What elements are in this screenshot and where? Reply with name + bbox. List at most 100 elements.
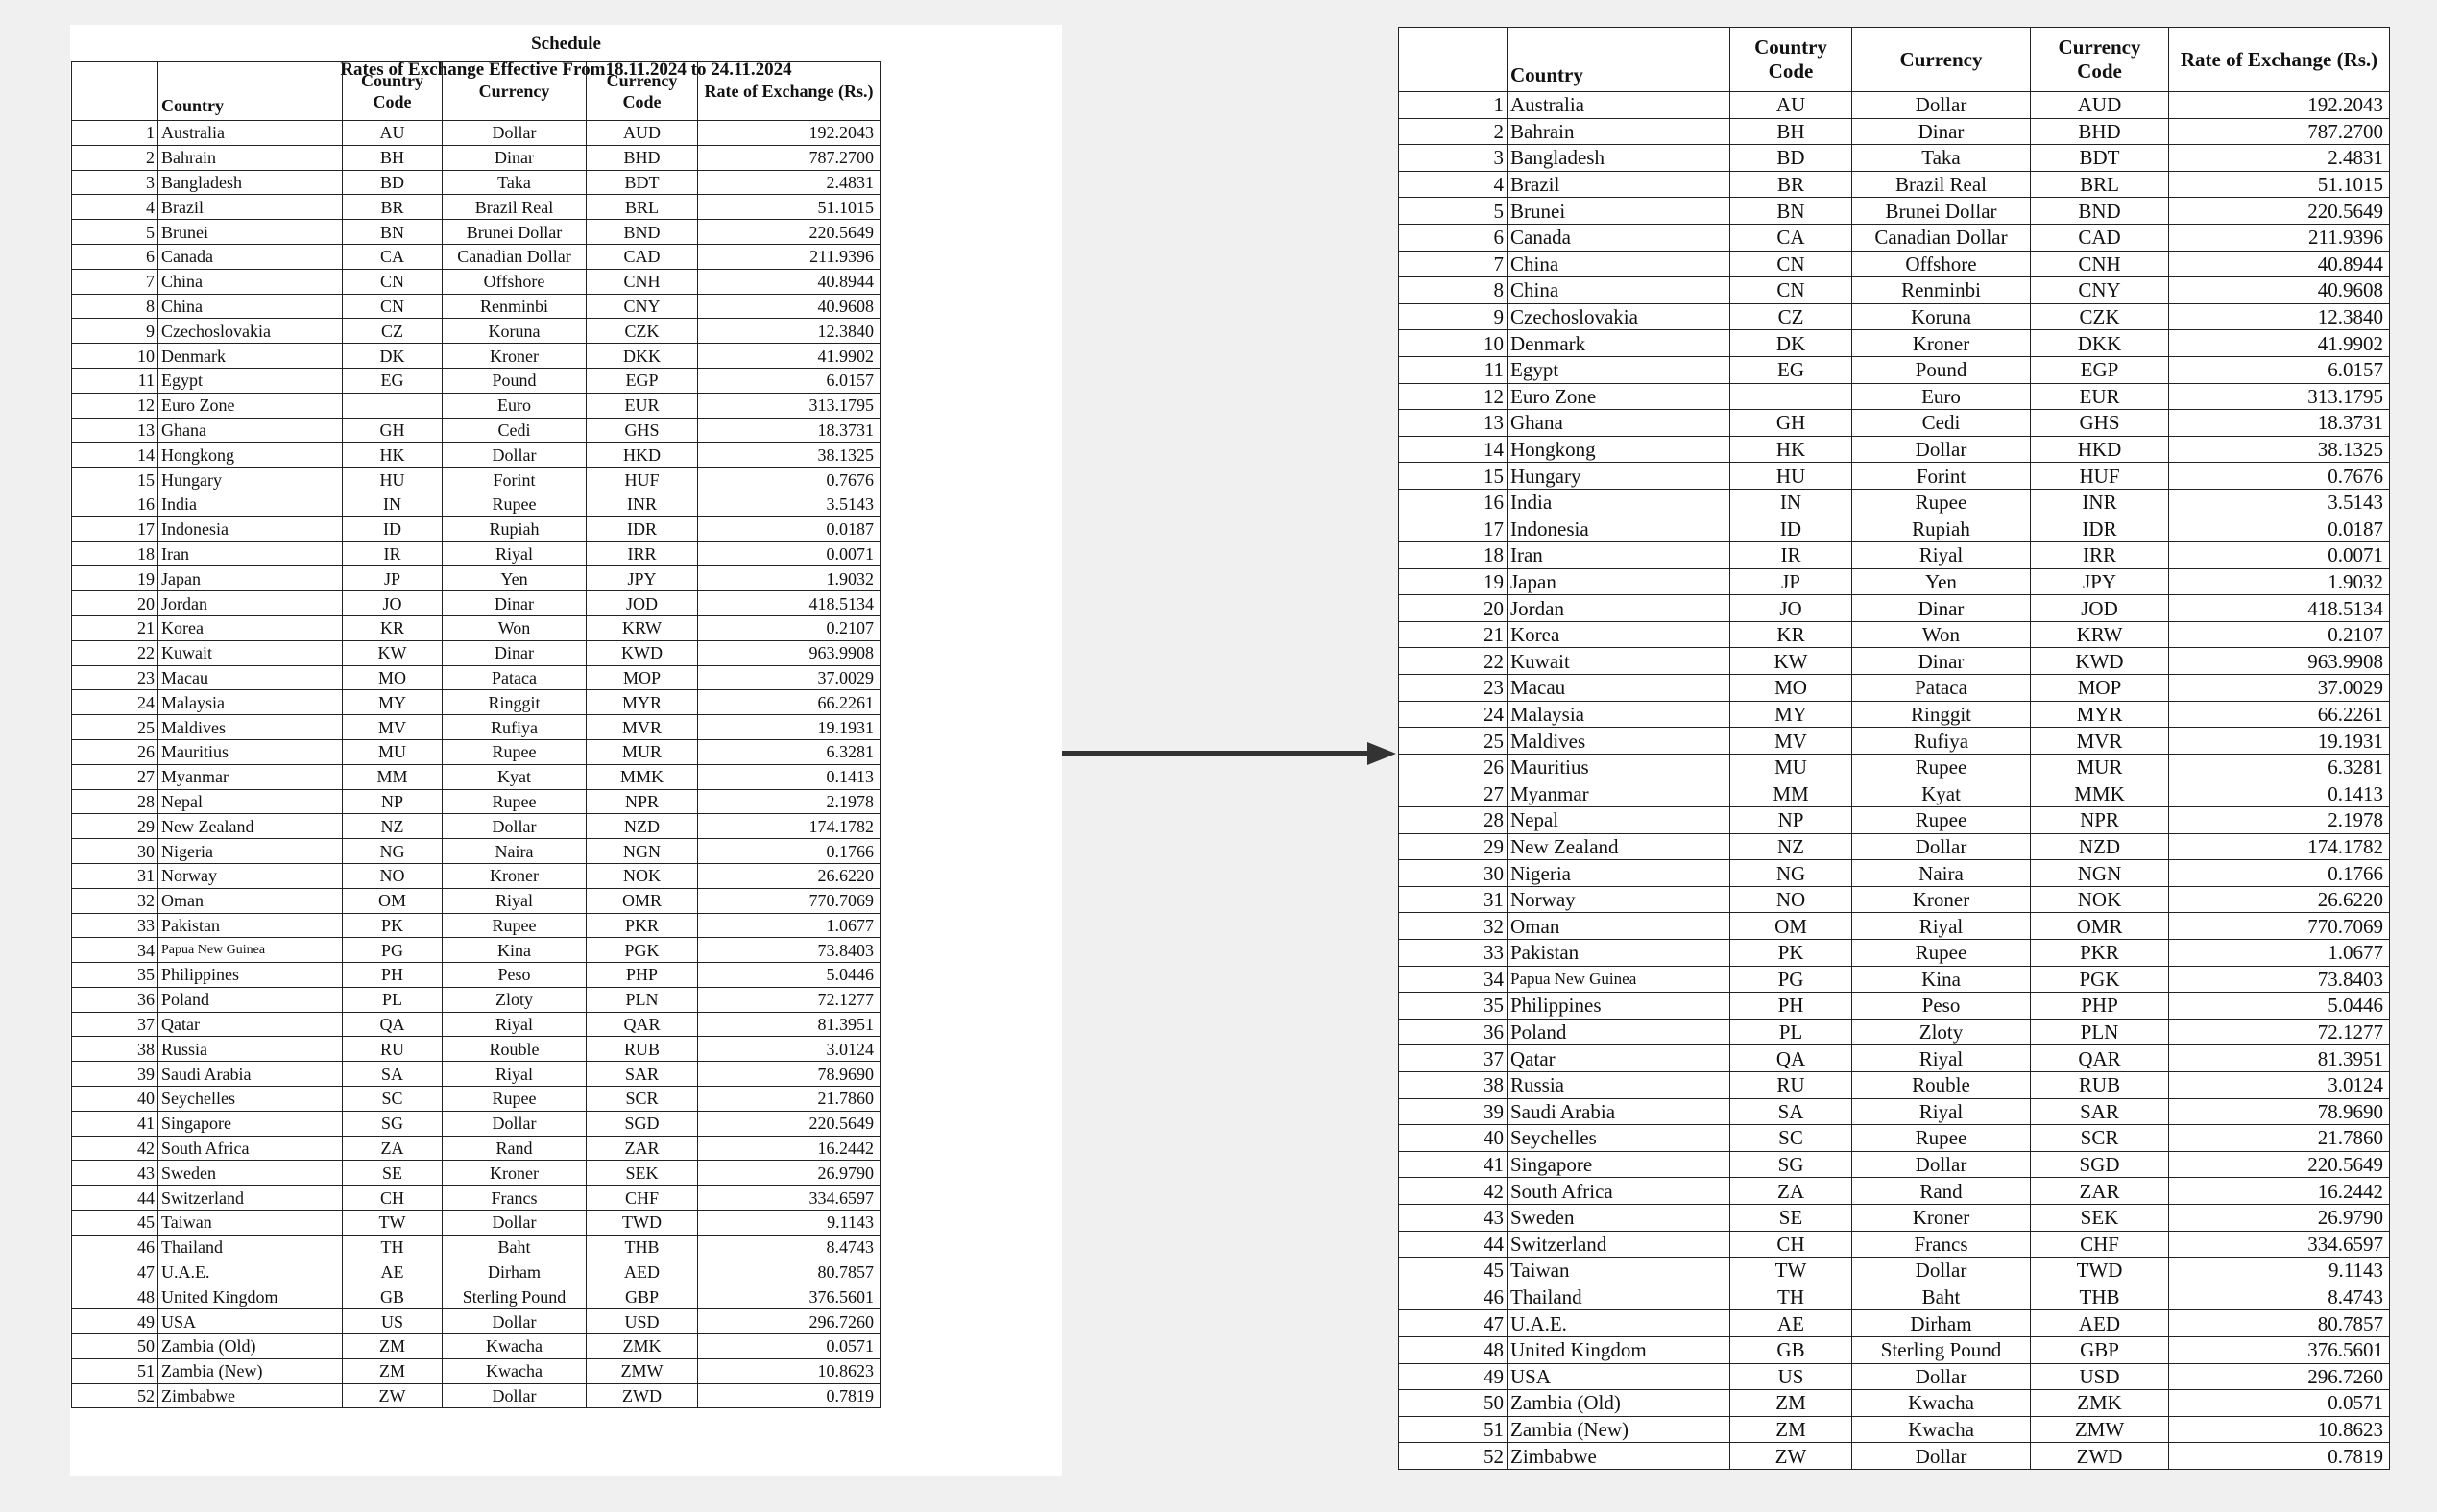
country-code-cell: JP (1729, 567, 1852, 596)
row-number: 10 (1398, 329, 1508, 357)
currency-cell: Kyat (442, 763, 587, 790)
country-code-cell: PH (1729, 992, 1852, 1020)
table-row: 41 Singapore SG Dollar SGD 220.5649 (1398, 1150, 2390, 1179)
table-row: 24 Malaysia MY Ringgit MYR 66.2261 (1398, 700, 2390, 729)
currency-code-cell: JPY (2030, 567, 2169, 596)
row-number: 26 (71, 738, 158, 765)
country-code-cell: PH (342, 962, 443, 988)
country-cell: Indonesia (157, 516, 343, 542)
rate-cell: 26.9790 (2168, 1203, 2390, 1232)
currency-code-cell: EGP (2030, 355, 2169, 384)
table-row: 26 Mauritius MU Rupee MUR 6.3281 (1398, 753, 2390, 781)
row-number: 8 (1398, 276, 1508, 304)
header-no (71, 61, 158, 121)
table-row: 28 Nepal NP Rupee NPR 2.1978 (71, 788, 881, 815)
country-cell: Indonesia (1507, 515, 1730, 543)
currency-code-cell: AED (2030, 1309, 2169, 1337)
row-number: 41 (1398, 1150, 1508, 1179)
table-row: 46 Thailand TH Baht THB 8.4743 (1398, 1283, 2390, 1311)
currency-code-cell: SEK (586, 1160, 698, 1187)
row-number: 50 (71, 1333, 158, 1359)
country-code-cell: NG (342, 838, 443, 864)
row-number: 9 (1398, 302, 1508, 331)
country-code-cell: RU (1729, 1070, 1852, 1099)
table-row: 2 Bahrain BH Dinar BHD 787.2700 (1398, 117, 2390, 146)
rate-cell: 2.1978 (697, 788, 881, 815)
row-number: 16 (71, 491, 158, 517)
currency-cell: Canadian Dollar (1851, 223, 2031, 252)
currency-code-cell: THB (2030, 1283, 2169, 1311)
currency-code-cell: AED (586, 1259, 698, 1285)
currency-code-cell: SGD (586, 1110, 698, 1137)
table-row: 7 China CN Offshore CNH 40.8944 (71, 268, 881, 295)
currency-cell: Pataca (442, 664, 587, 691)
country-code-cell: ZW (342, 1382, 443, 1409)
country-code-cell: CN (1729, 276, 1852, 304)
country-cell: U.A.E. (1507, 1309, 1730, 1337)
table-row: 48 United Kingdom GB Sterling Pound GBP 376.5… (71, 1284, 881, 1310)
row-number: 50 (1398, 1389, 1508, 1417)
currency-code-cell: GHS (586, 417, 698, 444)
table-row: 17 Indonesia ID Rupiah IDR 0.0187 (71, 516, 881, 542)
country-cell: Norway (157, 862, 343, 889)
currency-code-cell: BND (586, 219, 698, 245)
country-cell: Qatar (1507, 1044, 1730, 1072)
table-row: 3 Bangladesh BD Taka BDT 2.4831 (1398, 144, 2390, 172)
rate-cell: 0.1413 (2168, 780, 2390, 808)
country-cell: China (1507, 250, 1730, 278)
currency-cell: Rufiya (442, 714, 587, 740)
table-row: 15 Hungary HU Forint HUF 0.7676 (71, 467, 881, 492)
country-cell: Czechoslovakia (1507, 302, 1730, 331)
rate-cell: 81.3951 (2168, 1044, 2390, 1072)
country-code-cell: CN (1729, 250, 1852, 278)
currency-code-cell: GHS (2030, 409, 2169, 437)
currency-cell: Dirham (442, 1259, 587, 1285)
country-code-cell: NO (1729, 885, 1852, 914)
currency-code-cell: IRR (2030, 541, 2169, 569)
row-number: 15 (1398, 462, 1508, 490)
currency-cell: Dollar (1851, 435, 2031, 464)
row-number: 15 (71, 467, 158, 492)
country-code-cell: HU (1729, 462, 1852, 490)
row-number: 1 (71, 120, 158, 146)
table-row: 13 Ghana GH Cedi GHS 18.3731 (71, 417, 881, 444)
country-cell: Philippines (1507, 992, 1730, 1020)
country-code-cell: KR (1729, 620, 1852, 649)
currency-cell: Riyal (442, 1061, 587, 1088)
country-cell: Poland (1507, 1018, 1730, 1046)
currency-cell: Rupee (1851, 1124, 2031, 1152)
country-cell: Brazil (157, 194, 343, 221)
country-code-cell: PL (342, 986, 443, 1013)
currency-cell: Forint (442, 467, 587, 492)
currency-code-cell: DKK (2030, 329, 2169, 357)
table-row: 52 Zimbabwe ZW Dollar ZWD 0.7819 (71, 1382, 881, 1409)
table-row: 33 Pakistan PK Rupee PKR 1.0677 (1398, 939, 2390, 967)
country-code-cell: TH (1729, 1283, 1852, 1311)
country-code-cell: JO (342, 590, 443, 616)
rate-cell: 3.0124 (2168, 1070, 2390, 1099)
country-cell: Zambia (Old) (1507, 1389, 1730, 1417)
row-number: 29 (71, 813, 158, 840)
currency-cell: Rupee (1851, 939, 2031, 967)
country-cell: New Zealand (157, 813, 343, 840)
country-cell: Korea (157, 614, 343, 641)
currency-cell: Brunei Dollar (1851, 197, 2031, 225)
rate-cell: 174.1782 (697, 813, 881, 840)
rate-cell: 37.0029 (2168, 674, 2390, 702)
rate-cell: 5.0446 (697, 962, 881, 988)
row-number: 38 (71, 1036, 158, 1063)
row-number: 52 (1398, 1442, 1508, 1470)
country-code-cell: AU (342, 120, 443, 146)
row-number: 35 (71, 962, 158, 988)
country-code-cell: HK (1729, 435, 1852, 464)
currency-cell: Kroner (442, 343, 587, 369)
table-row: 42 South Africa ZA Rand ZAR 16.2442 (1398, 1177, 2390, 1205)
row-number: 12 (1398, 382, 1508, 411)
table-row: 52 Zimbabwe ZW Dollar ZWD 0.7819 (1398, 1442, 2390, 1470)
currency-cell: Rupee (442, 491, 587, 517)
row-number: 5 (1398, 197, 1508, 225)
row-number: 48 (1398, 1335, 1508, 1364)
country-code-cell: US (1729, 1362, 1852, 1391)
currency-code-cell: EUR (2030, 382, 2169, 411)
currency-code-cell: CNY (586, 293, 698, 320)
